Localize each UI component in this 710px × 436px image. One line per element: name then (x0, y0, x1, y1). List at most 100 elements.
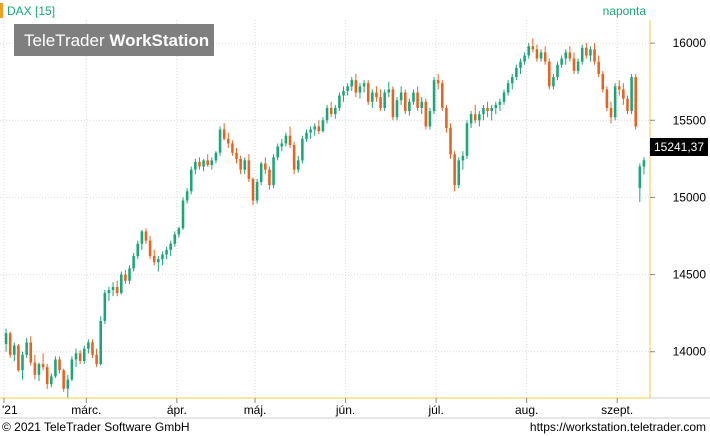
candle-body (473, 114, 477, 121)
candle-body (350, 80, 354, 87)
candle-body (498, 101, 502, 105)
candle-body (543, 52, 547, 62)
candle-body (441, 83, 444, 108)
candle-body (194, 161, 197, 170)
candle-body (173, 234, 177, 244)
candle-body (239, 158, 242, 170)
candle-body (120, 274, 123, 294)
grid-lines (0, 20, 650, 398)
candle-body (181, 200, 185, 229)
candle-body (515, 67, 518, 78)
candle-body (346, 86, 349, 91)
interval-label[interactable]: naponta (603, 4, 647, 18)
candle-body (144, 231, 148, 241)
candle-body (54, 359, 57, 377)
candle-body (222, 129, 226, 139)
candle-body (445, 107, 448, 128)
candle-body (280, 143, 284, 147)
x-axis-ticks: '21 márc. ápr. máj. jún. júl. aug. szept. (2, 398, 633, 417)
candle-body (642, 160, 646, 167)
candle-body (539, 52, 543, 59)
candle-body (292, 144, 296, 170)
candle-body (342, 90, 345, 96)
candle-body (593, 49, 596, 62)
x-tick-label: márc. (71, 403, 101, 417)
candle-body (589, 49, 592, 56)
candle-body (494, 104, 498, 108)
candle-body (62, 370, 65, 389)
candle-body (605, 89, 609, 108)
candle-body (568, 52, 572, 59)
candle-body (309, 129, 312, 133)
candle-body (17, 345, 20, 371)
candle-body (412, 92, 415, 102)
candle-body (506, 83, 510, 93)
candle-body (268, 169, 271, 186)
candle-body (428, 111, 432, 127)
watermark-part1: TeleTrader (24, 31, 109, 50)
symbol-label[interactable]: DAX [15] (7, 4, 55, 18)
candle-body (408, 101, 411, 112)
candle-body (165, 249, 168, 255)
candle-body (371, 92, 374, 102)
candle-body (321, 120, 325, 132)
candle-body (527, 46, 530, 56)
candle-body (334, 107, 337, 115)
x-tick-label: '21 (2, 403, 18, 417)
candle-body (519, 61, 522, 68)
candle-body (387, 89, 391, 93)
candle-body (103, 293, 107, 321)
candle-body (132, 256, 135, 269)
candle-body (202, 160, 205, 167)
candle-body (251, 178, 255, 201)
candle-body (231, 143, 234, 153)
candle-body (552, 77, 555, 87)
candle-body (161, 254, 164, 260)
candle-body (152, 256, 156, 263)
candle-body (78, 353, 82, 361)
candle-body (70, 359, 74, 380)
candle-body (399, 92, 403, 101)
candle-body (449, 128, 452, 155)
candle-body (301, 138, 304, 161)
candle-body (185, 191, 189, 201)
website-link[interactable]: https://workstation.teletrader.com (529, 420, 706, 434)
candle-body (264, 163, 267, 170)
y-axis-ticks: 14000 14500 15000 15500 16000 (650, 36, 706, 359)
candle-body (358, 86, 362, 93)
x-tick-label: szept. (601, 403, 633, 417)
candle-body (169, 243, 172, 250)
candle-body (362, 83, 366, 87)
candle-body (157, 259, 160, 263)
candle-body (276, 146, 279, 158)
candle-body (465, 123, 469, 156)
candle-body (243, 160, 247, 170)
candle-body (502, 92, 506, 102)
candle-body (74, 353, 78, 360)
candle-body (383, 92, 386, 108)
candle-body (45, 367, 49, 385)
candle-body (622, 89, 625, 99)
candle-body (564, 52, 568, 59)
candle-body (597, 61, 600, 74)
candle-body (136, 243, 140, 257)
candle-body (354, 80, 358, 93)
candle-body (21, 354, 24, 371)
candle-body (41, 364, 45, 368)
candle-body (50, 376, 53, 385)
candle-body (247, 160, 251, 179)
candle-body (576, 61, 580, 71)
watermark-box (14, 24, 214, 56)
candle-body (91, 342, 94, 355)
x-tick-label: ápr. (167, 403, 187, 417)
candle-body (478, 114, 481, 121)
candle-body (580, 47, 584, 62)
symbol-marker (0, 3, 3, 18)
candle-body (634, 77, 637, 127)
candle-body (375, 92, 378, 98)
candle-body (288, 135, 292, 145)
candle-body (235, 152, 238, 159)
candle-body (609, 107, 613, 118)
candle-body (461, 155, 465, 161)
candle-body (259, 163, 263, 182)
